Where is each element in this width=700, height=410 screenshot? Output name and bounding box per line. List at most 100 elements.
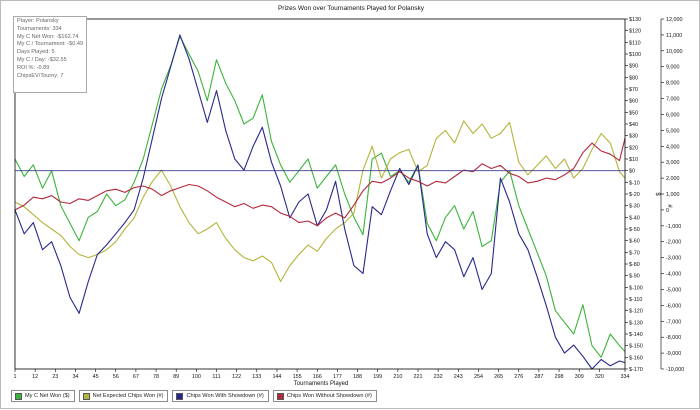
x-tick-label: 309 (575, 374, 584, 380)
y-axis-right-label: # (666, 204, 672, 208)
y-dollar-tick-label: $-90 (629, 274, 640, 280)
y-dollar-tick-label: $-100 (629, 285, 643, 291)
y-dollar-tick-label: $60 (629, 99, 638, 105)
y-chips-tick-label: 8,000 (666, 81, 680, 87)
stat-per-day: My C / Day: -$32.55 (17, 56, 67, 63)
x-tick-label: 320 (595, 374, 604, 380)
x-tick-label: 45 (93, 374, 99, 380)
series-line-0 (14, 35, 626, 358)
legend-item-net-won[interactable]: My C Net Won ($) (11, 390, 75, 402)
y-chips-tick-label: -9,000 (666, 351, 681, 357)
legend-label: Net Expected Chips Won (#) (92, 393, 164, 399)
x-tick-label: 177 (333, 374, 342, 380)
stat-player: Player: Polansky (17, 18, 59, 24)
y-dollar-tick-label: $-10 (629, 180, 640, 186)
y-chips-tick-label: 0 (666, 208, 669, 214)
x-tick-label: 265 (494, 374, 503, 380)
legend-swatch-ev (82, 392, 90, 400)
y-dollar-tick-label: $-80 (629, 262, 640, 268)
x-tick-label: 210 (393, 374, 402, 380)
legend: My C Net Won ($) Net Expected Chips Won … (11, 390, 381, 402)
y-dollar-tick-label: $-30 (629, 204, 640, 210)
y-chips-tick-label: 2,000 (666, 176, 680, 182)
legend-label: Chips Won Without Showdown (#) (286, 393, 372, 399)
x-tick-label: 23 (52, 374, 58, 380)
y-dollar-tick-label: $-140 (629, 332, 643, 338)
x-axis-label: Tournaments Played (294, 381, 349, 387)
y-dollar-tick-label: $-40 (629, 215, 640, 221)
x-tick-label: 232 (434, 374, 443, 380)
y-dollar-tick-label: $20 (629, 145, 638, 151)
x-tick-label: 122 (232, 374, 241, 380)
y-dollar-tick-label: $-20 (629, 192, 640, 198)
x-tick-label: 243 (454, 374, 463, 380)
x-tick-label: 276 (514, 374, 523, 380)
series-line-1 (14, 120, 626, 283)
stat-chipsev: ChipsEV/Tourny: 7 (17, 72, 64, 79)
y-dollar-tick-label: $-50 (629, 227, 640, 233)
y-chips-tick-label: 12,000 (666, 17, 683, 23)
plot-area (15, 19, 625, 369)
legend-item-with-showdown[interactable]: Chips Won With Showdown (#) (172, 390, 269, 402)
y-dollar-tick-label: $120 (629, 29, 641, 35)
axis-layer: 1 12 23 34 45 56 67 78 89 100 111 122 133 144 155 166 17… (14, 17, 685, 380)
legend-swatch-without-showdown (276, 392, 284, 400)
series-line-3 (14, 138, 626, 227)
x-tick-label: 67 (133, 374, 139, 380)
x-tick-label: 34 (72, 374, 78, 380)
y-chips-tick-label: -1,000 (666, 224, 681, 230)
y-chips-tick-label: 3,000 (666, 160, 680, 166)
y-dollar-tick-label: $-170 (629, 367, 643, 373)
y-dollar-tick-label: $40 (629, 122, 638, 128)
y-chips-tick-label: 4,000 (666, 144, 680, 150)
y-dollar-tick-label: $-60 (629, 239, 640, 245)
y-dollar-tick-label: $-120 (629, 309, 643, 315)
y-dollar-tick-label: $30 (629, 134, 638, 140)
y-chips-tick-label: 11,000 (666, 33, 682, 39)
x-tick-label: 111 (212, 374, 220, 380)
stat-per-tournament: My C / Tournament: -$0.49 (17, 41, 83, 48)
y-dollar-tick-label: $110 (629, 40, 641, 46)
y-chips-tick-label: 5,000 (666, 128, 680, 134)
y-chips-tick-label: -10,000 (666, 367, 684, 373)
y-chips-tick-label: -8,000 (666, 335, 681, 341)
y-chips-tick-label: 10,000 (666, 49, 683, 55)
y-dollar-tick-label: $90 (629, 64, 638, 70)
y-dollar-tick-label: $0 (629, 169, 635, 175)
legend-item-ev[interactable]: Net Expected Chips Won (#) (78, 390, 169, 402)
player-stats-box: Player: Polansky Tournaments: 334 My C N… (13, 16, 87, 93)
chart-title: Prizes Won over Tournaments Played for P… (278, 5, 425, 12)
x-tick-label: 221 (414, 374, 423, 380)
y-chips-tick-label: -2,000 (666, 240, 681, 246)
legend-item-without-showdown[interactable]: Chips Won Without Showdown (#) (272, 390, 377, 402)
stat-tournaments: Tournaments: 334 (17, 25, 62, 32)
legend-swatch-with-showdown (176, 392, 184, 400)
x-tick-label: 199 (373, 374, 382, 380)
y-chips-tick-label: -4,000 (666, 272, 681, 278)
x-tick-label: 12 (32, 374, 38, 380)
y-dollar-tick-label: $-130 (629, 320, 643, 326)
legend-label: My C Net Won ($) (25, 393, 70, 399)
y-dollar-tick-label: $10 (629, 157, 638, 163)
y-dollar-tick-label: $100 (629, 52, 641, 58)
stat-days-played: Days Played: 5 (17, 49, 55, 56)
y-chips-tick-label: -5,000 (666, 287, 681, 293)
series-line-2 (14, 34, 626, 370)
x-tick-label: 133 (252, 374, 261, 380)
y-dollar-tick-label: $-160 (629, 355, 643, 361)
y-axis-left-label: $ (654, 192, 660, 196)
x-tick-label: 56 (113, 374, 119, 380)
series-layer (14, 34, 626, 370)
y-chips-tick-label: -6,000 (666, 303, 681, 309)
y-chips-tick-label: 6,000 (666, 112, 680, 118)
y-chips-tick-label: -3,000 (666, 256, 681, 262)
y-chips-tick-label: 1,000 (666, 192, 680, 198)
y-chips-tick-label: 9,000 (666, 65, 680, 71)
x-tick-label: 287 (534, 374, 543, 380)
y-dollar-tick-label: $-70 (629, 250, 640, 256)
y-dollar-tick-label: $50 (629, 110, 638, 116)
x-tick-label: 1 (14, 374, 17, 380)
x-tick-label: 254 (474, 374, 483, 380)
x-tick-label: 144 (272, 374, 281, 380)
